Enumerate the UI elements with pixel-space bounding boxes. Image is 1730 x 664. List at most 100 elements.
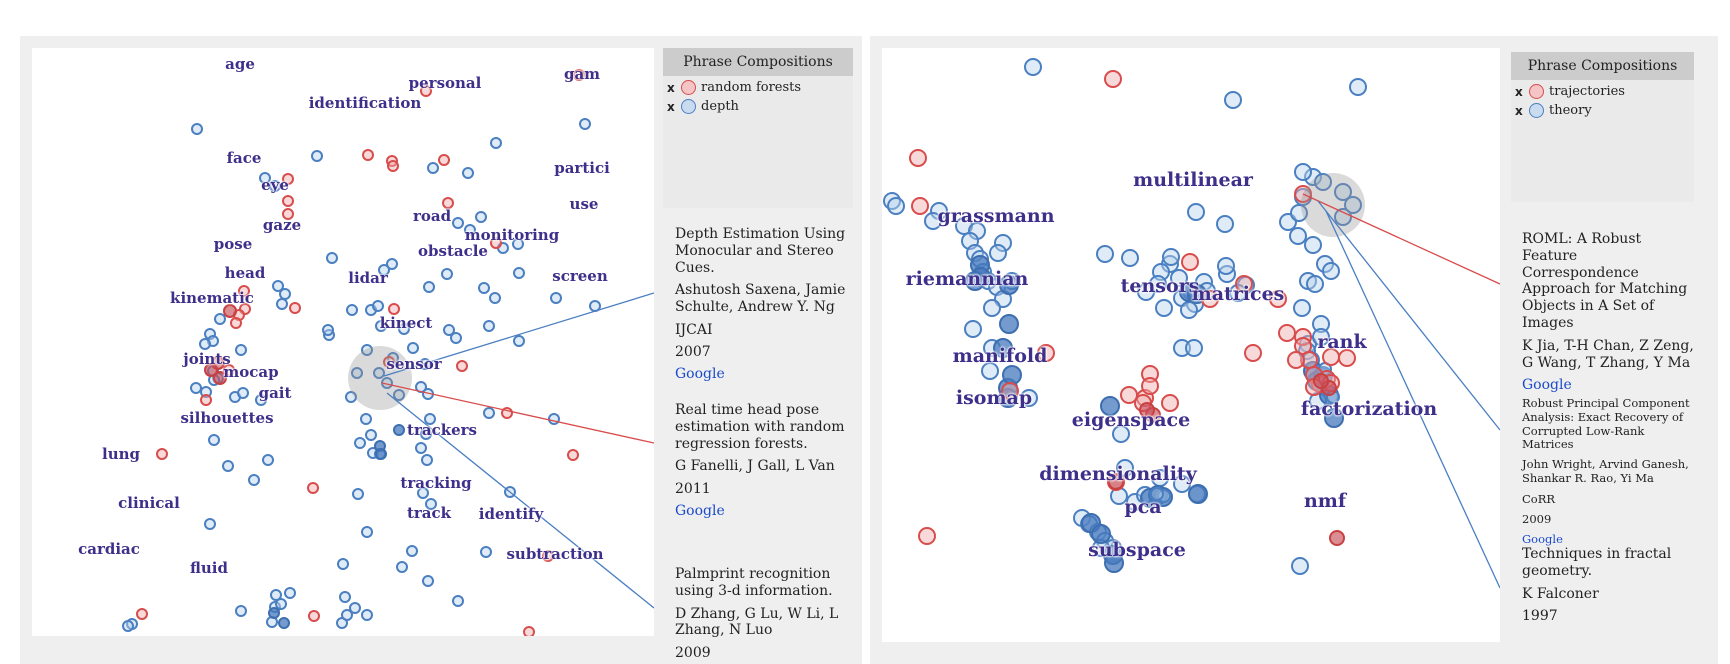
- phrase-node[interactable]: [222, 460, 234, 472]
- phrase-node[interactable]: [1294, 163, 1312, 181]
- phrase-node[interactable]: [989, 244, 1007, 262]
- phrase-node[interactable]: [420, 85, 432, 97]
- phrase-node[interactable]: [373, 367, 385, 379]
- paper-entry[interactable]: Robust Principal Component Analysis: Exa…: [1522, 396, 1697, 552]
- phrase-node[interactable]: [994, 234, 1012, 252]
- term-label[interactable]: pose: [213, 235, 253, 253]
- term-label[interactable]: gait: [258, 384, 292, 402]
- phrase-node[interactable]: [375, 448, 387, 460]
- term-label[interactable]: kinect: [379, 314, 433, 332]
- phrase-node[interactable]: [1161, 394, 1179, 412]
- phrase-node[interactable]: [964, 320, 982, 338]
- phrase-map-left[interactable]: age personal gam identification face partici e…: [32, 48, 654, 636]
- phrase-node[interactable]: [326, 252, 338, 264]
- phrase-node[interactable]: [427, 162, 439, 174]
- phrase-node[interactable]: [223, 364, 235, 376]
- phrase-node[interactable]: [424, 413, 436, 425]
- remove-composition-button[interactable]: x: [1515, 103, 1523, 118]
- term-label[interactable]: isomap: [955, 387, 1033, 409]
- phrase-node[interactable]: [1185, 339, 1203, 357]
- phrase-node[interactable]: [579, 118, 591, 130]
- term-label[interactable]: pca: [1124, 496, 1162, 518]
- phrase-node[interactable]: [365, 429, 377, 441]
- phrase-node[interactable]: [417, 487, 429, 499]
- phrase-node[interactable]: [918, 527, 936, 545]
- phrase-node[interactable]: [1304, 236, 1322, 254]
- phrase-node[interactable]: [398, 323, 410, 335]
- phrase-node[interactable]: [1338, 349, 1356, 367]
- phrase-node[interactable]: [1312, 328, 1330, 346]
- phrase-node[interactable]: [354, 437, 366, 449]
- phrase-node[interactable]: [282, 208, 294, 220]
- phrase-node[interactable]: [407, 342, 419, 354]
- phrase-node[interactable]: [361, 344, 373, 356]
- phrase-node[interactable]: [1278, 324, 1296, 342]
- phrase-node[interactable]: [1287, 351, 1305, 369]
- phrase-node[interactable]: [383, 356, 395, 368]
- term-label[interactable]: rank: [1317, 331, 1367, 353]
- remove-composition-button[interactable]: x: [667, 99, 675, 114]
- phrase-node[interactable]: [393, 389, 405, 401]
- phrase-node[interactable]: [262, 454, 274, 466]
- term-label[interactable]: kinematic: [170, 289, 254, 307]
- phrase-node[interactable]: [375, 320, 387, 332]
- phrase-node[interactable]: [1037, 344, 1055, 362]
- phrase-node[interactable]: [238, 285, 250, 297]
- phrase-node[interactable]: [1217, 257, 1235, 275]
- phrase-node[interactable]: [235, 344, 247, 356]
- phrase-node[interactable]: [284, 587, 296, 599]
- phrase-node[interactable]: [930, 202, 948, 220]
- phrase-node[interactable]: [136, 608, 148, 620]
- phrase-node[interactable]: [478, 282, 490, 294]
- paper-entry[interactable]: Palmprint recognition using 3-d informat…: [675, 566, 855, 664]
- phrase-node[interactable]: [352, 488, 364, 500]
- term-label[interactable]: gaze: [262, 216, 302, 234]
- term-label[interactable]: use: [569, 195, 599, 213]
- phrase-node[interactable]: [1334, 183, 1352, 201]
- phrase-node[interactable]: [361, 526, 373, 538]
- phrase-node[interactable]: [1344, 196, 1362, 214]
- phrase-node[interactable]: [483, 407, 495, 419]
- phrase-node[interactable]: [378, 264, 390, 276]
- phrase-node[interactable]: [1096, 245, 1114, 263]
- term-label[interactable]: multilinear: [1133, 169, 1253, 191]
- phrase-node[interactable]: [993, 338, 1013, 358]
- phrase-node[interactable]: [999, 275, 1019, 295]
- phrase-node[interactable]: [346, 304, 358, 316]
- phrase-node[interactable]: [1181, 253, 1199, 271]
- phrase-node[interactable]: [282, 195, 294, 207]
- phrase-node[interactable]: [1322, 262, 1340, 280]
- phrase-node[interactable]: [425, 498, 437, 510]
- phrase-node[interactable]: [200, 394, 212, 406]
- phrase-node[interactable]: [248, 474, 260, 486]
- term-label[interactable]: nmf: [1303, 490, 1347, 512]
- term-label[interactable]: matrices: [1191, 283, 1285, 305]
- phrase-node[interactable]: [887, 197, 905, 215]
- term-label[interactable]: grassmann: [937, 205, 1055, 227]
- phrase-node[interactable]: [567, 449, 579, 461]
- phrase-node[interactable]: [420, 428, 432, 440]
- phrase-node[interactable]: [1324, 408, 1344, 428]
- phrase-node[interactable]: [1170, 269, 1188, 287]
- phrase-node[interactable]: [999, 314, 1019, 334]
- phrase-node[interactable]: [208, 434, 220, 446]
- phrase-node[interactable]: [1216, 215, 1234, 233]
- phrase-node[interactable]: [1137, 283, 1155, 301]
- phrase-node[interactable]: [360, 413, 372, 425]
- term-label[interactable]: fluid: [190, 559, 228, 577]
- phrase-node[interactable]: [351, 367, 363, 379]
- phrase-node[interactable]: [480, 546, 492, 558]
- phrase-node[interactable]: [415, 442, 427, 454]
- phrase-node[interactable]: [213, 371, 227, 385]
- phrase-node[interactable]: [1349, 78, 1367, 96]
- phrase-node[interactable]: [1020, 389, 1038, 407]
- phrase-node[interactable]: [214, 313, 226, 325]
- term-label[interactable]: clinical: [118, 494, 180, 512]
- phrase-node[interactable]: [442, 197, 454, 209]
- remove-composition-button[interactable]: x: [667, 80, 675, 95]
- map-left-canvas[interactable]: [32, 48, 654, 636]
- google-link[interactable]: Google: [1522, 377, 1572, 394]
- phrase-node[interactable]: [1289, 227, 1307, 245]
- phrase-node[interactable]: [199, 338, 211, 350]
- phrase-node[interactable]: [275, 598, 287, 610]
